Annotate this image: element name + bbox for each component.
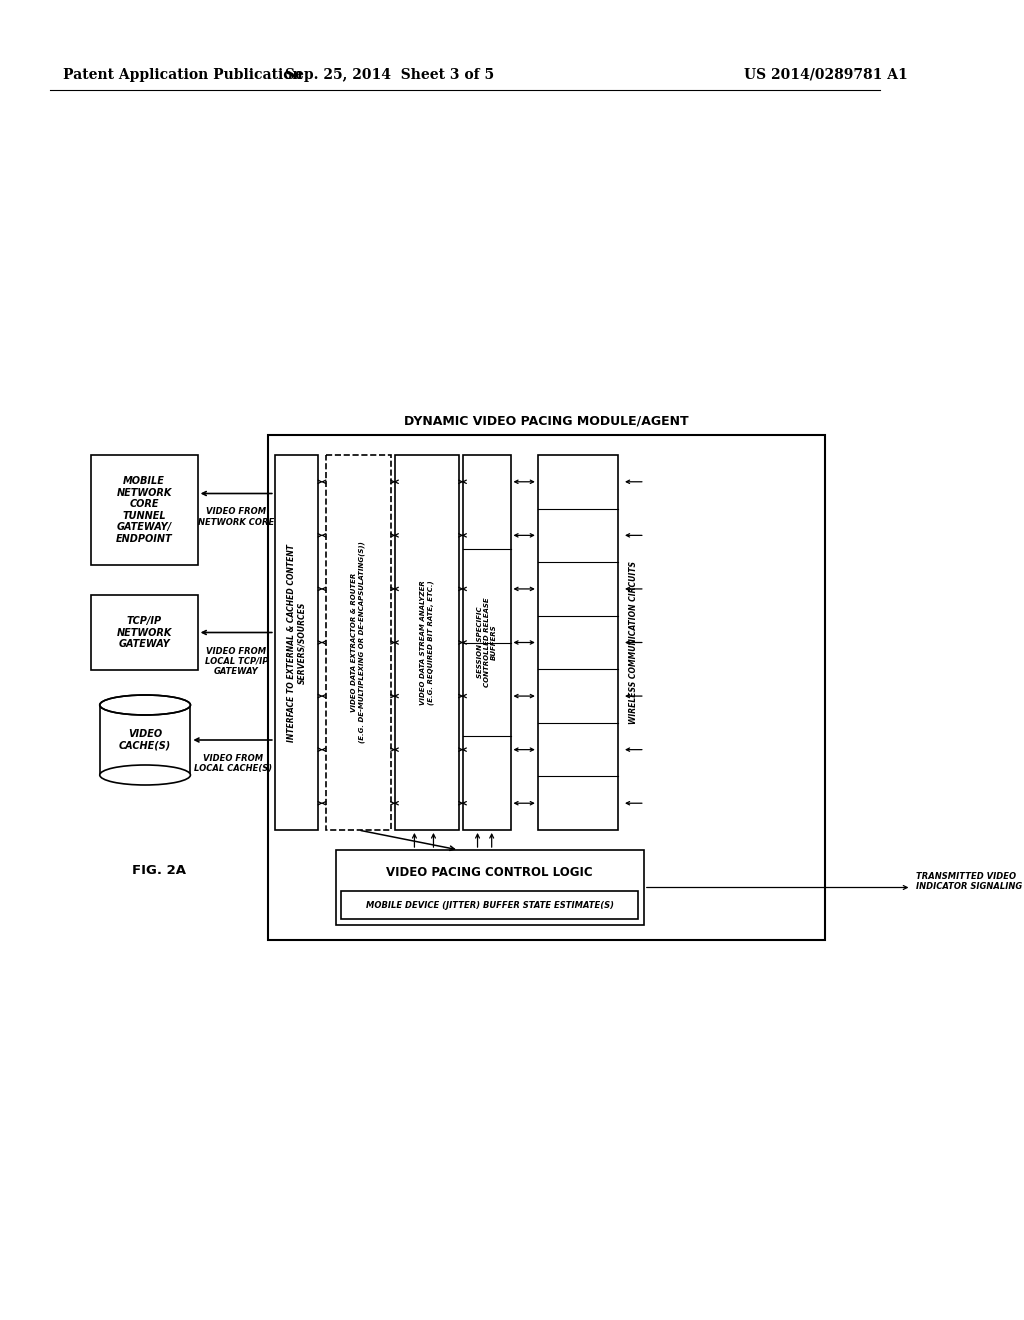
Bar — [274, 455, 318, 830]
Text: MOBILE DEVICE (JITTER) BUFFER STATE ESTIMATE(S): MOBILE DEVICE (JITTER) BUFFER STATE ESTI… — [366, 900, 613, 909]
Text: SESSION SPECIFIC
CONTROLLED RELEASE
BUFFERS: SESSION SPECIFIC CONTROLLED RELEASE BUFF… — [477, 598, 497, 688]
Text: Patent Application Publication: Patent Application Publication — [63, 69, 303, 82]
Text: VIDEO FROM
NETWORK CORE: VIDEO FROM NETWORK CORE — [198, 507, 274, 527]
Text: INTERFACE TO EXTERNAL & CACHED CONTENT
SERVERS/SOURCES: INTERFACE TO EXTERNAL & CACHED CONTENT S… — [287, 544, 306, 742]
Text: VIDEO FROM
LOCAL TCP/IP
GATEWAY: VIDEO FROM LOCAL TCP/IP GATEWAY — [205, 647, 268, 676]
Text: WIRELESS COMMUNICATION CIRCUITS: WIRELESS COMMUNICATION CIRCUITS — [630, 561, 638, 723]
Text: MOBILE
NETWORK
CORE
TUNNEL
GATEWAY/
ENDPOINT: MOBILE NETWORK CORE TUNNEL GATEWAY/ ENDP… — [116, 477, 172, 544]
Text: Sep. 25, 2014  Sheet 3 of 5: Sep. 25, 2014 Sheet 3 of 5 — [286, 69, 495, 82]
Text: VIDEO DATA STREAM ANALYZER
(E.G. REQUIRED BIT RATE, ETC.): VIDEO DATA STREAM ANALYZER (E.G. REQUIRE… — [421, 579, 434, 705]
Text: VIDEO
CACHE(S): VIDEO CACHE(S) — [119, 729, 171, 751]
Ellipse shape — [99, 766, 190, 785]
Bar — [464, 455, 511, 830]
Bar — [341, 891, 638, 919]
Text: VIDEO FROM
LOCAL CACHE(S): VIDEO FROM LOCAL CACHE(S) — [194, 754, 271, 774]
Bar — [538, 455, 617, 830]
Bar — [326, 455, 391, 830]
Text: TRANSMITTED VIDEO
INDICATOR SIGNALING: TRANSMITTED VIDEO INDICATOR SIGNALING — [915, 871, 1022, 891]
Bar — [91, 455, 198, 565]
Ellipse shape — [99, 696, 190, 715]
Text: FIG. 2A: FIG. 2A — [132, 863, 185, 876]
Bar — [267, 436, 825, 940]
Text: VIDEO DATA EXTRACTOR & ROUTER
(E.G. DE-MULTIPLEXING OR DE-ENCAPSULATING(S)): VIDEO DATA EXTRACTOR & ROUTER (E.G. DE-M… — [351, 541, 365, 743]
Bar — [336, 850, 644, 925]
Text: TCP/IP
NETWORK
GATEWAY: TCP/IP NETWORK GATEWAY — [117, 616, 172, 649]
Bar — [395, 455, 459, 830]
Text: US 2014/0289781 A1: US 2014/0289781 A1 — [743, 69, 907, 82]
Text: VIDEO PACING CONTROL LOGIC: VIDEO PACING CONTROL LOGIC — [386, 866, 593, 879]
Text: DYNAMIC VIDEO PACING MODULE/AGENT: DYNAMIC VIDEO PACING MODULE/AGENT — [404, 414, 689, 426]
Bar — [91, 595, 198, 671]
Bar — [99, 705, 190, 775]
